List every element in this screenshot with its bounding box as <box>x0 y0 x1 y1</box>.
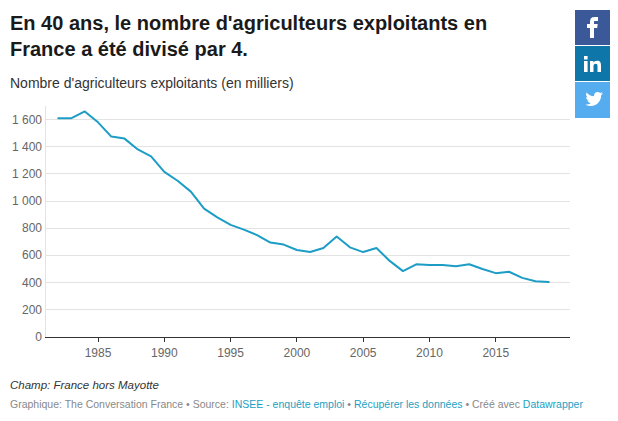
y-tick-label: 600 <box>22 248 42 262</box>
source-text: • <box>344 398 354 410</box>
linkedin-icon <box>584 56 601 72</box>
y-tick-label: 200 <box>22 303 42 317</box>
grid-line <box>45 119 570 120</box>
title-line: France a été divisé par 4. <box>10 38 248 60</box>
source-link[interactable]: Récupérer les données <box>354 398 463 410</box>
source-text: • Créé avec <box>463 398 523 410</box>
title-line: En 40 ans, le nombre d'agriculteurs expl… <box>10 12 487 34</box>
x-tick <box>429 337 430 342</box>
x-tick-label: 2010 <box>416 346 443 360</box>
share-twitter[interactable] <box>575 82 610 118</box>
subtitle: Nombre d'agriculteurs exploitants (en mi… <box>10 75 294 91</box>
x-tick-label: 1985 <box>85 346 112 360</box>
x-axis-line <box>45 337 570 338</box>
y-tick-label: 1 000 <box>12 194 42 208</box>
note: Champ: France hors Mayotte <box>10 379 159 391</box>
x-tick <box>98 337 99 342</box>
x-tick-label: 1995 <box>217 346 244 360</box>
x-tick-label: 1990 <box>151 346 178 360</box>
facebook-icon <box>587 17 598 38</box>
y-tick-label: 0 <box>35 330 42 344</box>
grid-line <box>45 282 570 283</box>
chart: En 40 ans, le nombre d'agriculteurs expl… <box>0 0 618 421</box>
title: En 40 ans, le nombre d'agriculteurs expl… <box>10 12 487 60</box>
grid-line <box>45 228 570 229</box>
data-line <box>58 111 549 282</box>
y-tick-label: 1 400 <box>12 140 42 154</box>
x-tick-label: 2015 <box>482 346 509 360</box>
x-tick <box>164 337 165 342</box>
grid-line <box>45 201 570 202</box>
x-tick-label: 2005 <box>350 346 377 360</box>
x-tick <box>230 337 231 342</box>
x-tick <box>363 337 364 342</box>
y-tick-label: 800 <box>22 221 42 235</box>
twitter-icon <box>585 92 603 106</box>
share-facebook[interactable] <box>575 10 610 45</box>
y-tick-label: 1 600 <box>12 113 42 127</box>
share-linkedin[interactable] <box>575 46 610 81</box>
source-link[interactable]: INSEE - enquête emploi <box>232 398 345 410</box>
grid-line <box>45 337 570 338</box>
series-group <box>58 111 549 282</box>
grid-line <box>45 146 570 147</box>
x-tick-label: 2000 <box>284 346 311 360</box>
grid-line <box>45 309 570 310</box>
y-tick-label: 400 <box>22 276 42 290</box>
grid-line <box>45 255 570 256</box>
grid-line <box>45 173 570 174</box>
y-axis-line <box>45 106 46 337</box>
x-tick <box>296 337 297 342</box>
source-text: Graphique: The Conversation France • Sou… <box>10 398 232 410</box>
y-tick-label: 1 200 <box>12 167 42 181</box>
x-tick <box>495 337 496 342</box>
source-link[interactable]: Datawrapper <box>523 398 584 410</box>
source: Graphique: The Conversation France • Sou… <box>10 398 583 410</box>
